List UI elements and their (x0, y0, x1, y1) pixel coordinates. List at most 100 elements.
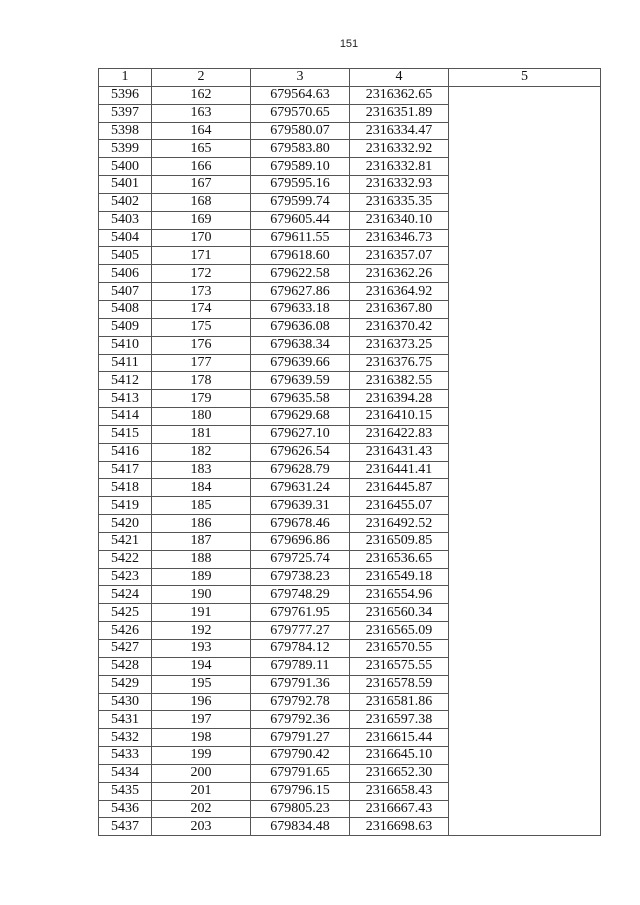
cell-col-3: 679583.80 (250, 139, 350, 159)
cell-col-2: 169 (151, 210, 251, 230)
cell-col-3: 679618.60 (250, 246, 350, 266)
cell-col-2: 183 (151, 460, 251, 480)
cell-col-1: 5437 (98, 817, 152, 837)
cell-col-3: 679595.16 (250, 175, 350, 194)
cell-col-4: 2316565.09 (349, 621, 449, 640)
cell-col-1: 5400 (98, 157, 152, 177)
cell-col-4: 2316364.92 (349, 282, 449, 301)
cell-col-4: 2316373.25 (349, 335, 449, 355)
cell-col-4: 2316645.10 (349, 746, 449, 765)
cell-col-4: 2316615.44 (349, 728, 449, 748)
cell-col-2: 170 (151, 228, 251, 248)
cell-col-3: 679611.55 (250, 228, 350, 248)
cell-col-1: 5410 (98, 335, 152, 355)
cell-col-4: 2316367.80 (349, 299, 449, 319)
cell-col-3: 679629.68 (250, 407, 350, 426)
table-row: 5410 176 679638.34 2316373.25 (98, 335, 601, 355)
table-row: 5434 200 679791.65 2316652.30 (98, 763, 601, 783)
cell-col-3: 679790.42 (250, 746, 350, 765)
cell-col-2: 193 (151, 639, 251, 658)
cell-col-3: 679622.58 (250, 264, 350, 284)
cell-col-3: 679789.11 (250, 656, 350, 676)
cell-col-4: 2316560.34 (349, 603, 449, 623)
cell-col-4: 2316362.26 (349, 264, 449, 284)
cell-col-4: 2316658.43 (349, 781, 449, 801)
cell-col-4: 2316332.81 (349, 157, 449, 177)
cell-col-4: 2316370.42 (349, 317, 449, 337)
cell-col-3: 679599.74 (250, 192, 350, 212)
cell-col-1: 5429 (98, 674, 152, 694)
cell-col-2: 192 (151, 621, 251, 640)
cell-col-4: 2316334.47 (349, 121, 449, 141)
cell-col-3: 679638.34 (250, 335, 350, 355)
cell-col-1: 5423 (98, 567, 152, 587)
cell-col-1: 5433 (98, 746, 152, 765)
cell-col-3: 679696.86 (250, 531, 350, 551)
cell-col-1: 5422 (98, 549, 152, 569)
header-col-3: 3 (250, 68, 350, 87)
table-row: 5429 195 679791.36 2316578.59 (98, 674, 601, 694)
cell-col-1: 5399 (98, 139, 152, 159)
cell-col-2: 166 (151, 157, 251, 177)
cell-col-1: 5405 (98, 246, 152, 266)
cell-col-2: 171 (151, 246, 251, 266)
cell-col-3: 679633.18 (250, 299, 350, 319)
cell-col-2: 200 (151, 763, 251, 783)
table-row: 5408 174 679633.18 2316367.80 (98, 299, 601, 319)
cell-col-4: 2316652.30 (349, 763, 449, 783)
cell-col-2: 177 (151, 353, 251, 373)
cell-col-4: 2316362.65 (349, 85, 449, 105)
cell-col-4: 2316455.07 (349, 496, 449, 516)
cell-col-3: 679792.36 (250, 710, 350, 730)
table-row: 5396 162 679564.63 2316362.65 (98, 85, 601, 837)
cell-col-1: 5424 (98, 585, 152, 605)
table-row: 5402 168 679599.74 2316335.35 (98, 192, 601, 212)
table-row: 5437 203 679834.48 2316698.63 (98, 817, 601, 837)
cell-col-4: 2316394.28 (349, 389, 449, 409)
cell-col-3: 679564.63 (250, 85, 350, 105)
table-row: 5401 167 679595.16 2316332.93 (98, 175, 601, 194)
cell-col-4: 2316570.55 (349, 639, 449, 658)
cell-col-1: 5415 (98, 424, 152, 444)
cell-col-1: 5408 (98, 299, 152, 319)
table-row: 5411 177 679639.66 2316376.75 (98, 353, 601, 373)
cell-col-2: 191 (151, 603, 251, 623)
cell-col-3: 679792.78 (250, 692, 350, 712)
cell-col-4: 2316492.52 (349, 514, 449, 533)
cell-col-4: 2316441.41 (349, 460, 449, 480)
cell-col-2: 196 (151, 692, 251, 712)
table-row: 5400 166 679589.10 2316332.81 (98, 157, 601, 177)
table-row: 5435 201 679796.15 2316658.43 (98, 781, 601, 801)
cell-col-3: 679805.23 (250, 799, 350, 819)
cell-col-4: 2316581.86 (349, 692, 449, 712)
cell-col-3: 679678.46 (250, 514, 350, 533)
cell-col-2: 187 (151, 531, 251, 551)
cell-col-2: 168 (151, 192, 251, 212)
cell-col-1: 5431 (98, 710, 152, 730)
cell-col-2: 180 (151, 407, 251, 426)
cell-col-3: 679761.95 (250, 603, 350, 623)
cell-col-4: 2316332.93 (349, 175, 449, 194)
cell-col-1: 5416 (98, 442, 152, 462)
header-row: 1 2 3 4 5 (98, 68, 601, 87)
cell-col-3: 679639.31 (250, 496, 350, 516)
table-row: 5403 169 679605.44 2316340.10 (98, 210, 601, 230)
cell-col-1: 5396 (98, 85, 152, 105)
header-col-1: 1 (98, 68, 152, 87)
cell-col-1: 5406 (98, 264, 152, 284)
table-row: 5399 165 679583.80 2316332.92 (98, 139, 601, 159)
table-row: 5405 171 679618.60 2316357.07 (98, 246, 601, 266)
cell-col-2: 203 (151, 817, 251, 837)
cell-col-1: 5407 (98, 282, 152, 301)
cell-col-3: 679796.15 (250, 781, 350, 801)
cell-col-3: 679627.10 (250, 424, 350, 444)
page-number: 151 (339, 38, 359, 50)
cell-col-3: 679748.29 (250, 585, 350, 605)
cell-col-1: 5435 (98, 781, 152, 801)
cell-col-3: 679725.74 (250, 549, 350, 569)
cell-col-4: 2316578.59 (349, 674, 449, 694)
cell-col-3: 679580.07 (250, 121, 350, 141)
table-row: 5424 190 679748.29 2316554.96 (98, 585, 601, 605)
cell-col-1: 5417 (98, 460, 152, 480)
cell-col-3: 679791.65 (250, 763, 350, 783)
